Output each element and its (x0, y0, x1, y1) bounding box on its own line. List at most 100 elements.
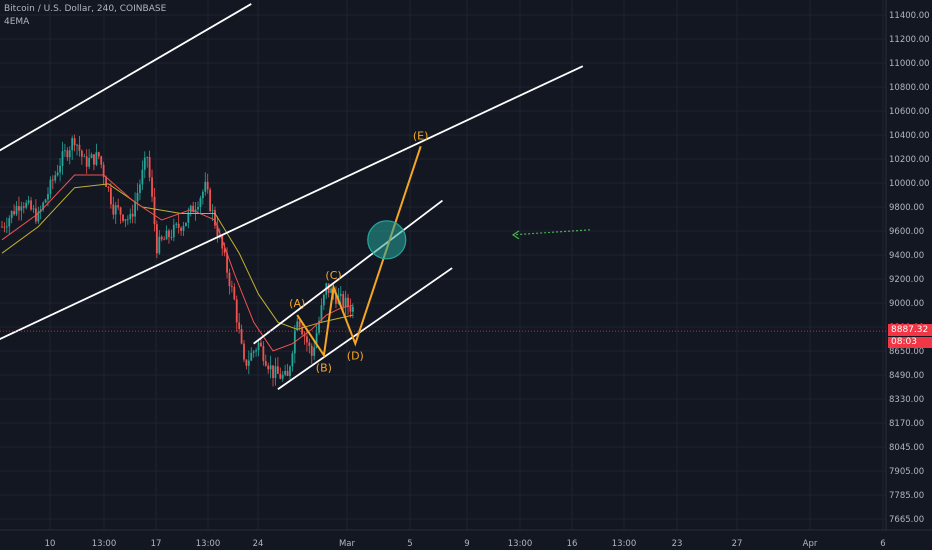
target-arrow-shaft[interactable] (512, 229, 591, 236)
candle-body (231, 286, 233, 287)
x-tick-label: 13:00 (196, 539, 221, 549)
candle-body (306, 336, 308, 343)
candle-body (25, 202, 28, 208)
candle-body (27, 200, 30, 203)
candle-body (245, 359, 248, 366)
candle-body (313, 347, 316, 356)
candle-body (141, 169, 144, 185)
candle-body (170, 237, 173, 238)
x-tick-label: 23 (672, 539, 683, 549)
y-tick-label: 10800.00 (889, 83, 930, 93)
candle-body (119, 207, 122, 215)
candle-body (44, 199, 47, 203)
candle-body (3, 226, 6, 228)
candle-body (153, 196, 156, 225)
candle-body (301, 327, 303, 335)
candle-body (276, 366, 279, 374)
candle-body (30, 200, 32, 210)
candle-body (107, 186, 110, 188)
candle-body (269, 365, 272, 370)
x-tick-label: 6 (880, 539, 885, 549)
outer-channel-lower[interactable] (0, 65, 584, 344)
candle-body (221, 235, 224, 249)
candle-body (247, 360, 250, 366)
candle-body (8, 218, 11, 227)
y-tick-label: 7785.00 (889, 491, 924, 501)
x-tick-label: 24 (253, 539, 264, 549)
candle-body (235, 299, 238, 323)
candle-body (110, 187, 112, 205)
candle-body (51, 179, 54, 181)
candle-body (260, 342, 262, 347)
candle-body (255, 350, 257, 352)
candle-body (151, 177, 153, 197)
x-tick-label: 5 (407, 539, 412, 549)
candle-body (37, 211, 40, 222)
candle-body (54, 175, 57, 181)
target-arrow-head (511, 230, 520, 240)
candle-body (59, 165, 61, 173)
candle-body (155, 224, 158, 254)
candle-body (310, 345, 313, 356)
y-tick-label: 10400.00 (889, 131, 930, 141)
wave-label: (E) (413, 129, 429, 142)
candle-body (112, 204, 115, 215)
candle-body (201, 191, 204, 199)
candle-body (80, 150, 83, 157)
x-tick-label: 13:00 (612, 539, 637, 549)
candle-body (318, 320, 320, 333)
candle-body (182, 226, 185, 231)
wave-label: (B) (316, 361, 332, 374)
candle-body (322, 294, 325, 306)
target-zone-circle[interactable] (367, 220, 407, 260)
candle-body (233, 286, 236, 300)
candle-body (20, 206, 23, 211)
y-tick-label: 8170.00 (889, 419, 924, 429)
candle-body (56, 172, 59, 176)
x-tick-label: Apr (803, 539, 818, 549)
y-tick-label: 11400.00 (889, 11, 930, 21)
candle-body (102, 164, 105, 178)
inner-channel-upper[interactable] (253, 199, 443, 345)
x-tick-label: 13:00 (92, 539, 117, 549)
candle-body (214, 210, 216, 226)
candle-body (187, 212, 190, 223)
x-tick-label: 17 (151, 539, 162, 549)
candle-body (211, 210, 214, 212)
candle-body (209, 189, 212, 212)
candle-body (49, 179, 52, 195)
y-tick-label: 11200.00 (889, 35, 930, 45)
candle-body (189, 205, 192, 213)
inner-channel-lower[interactable] (277, 267, 453, 390)
candle-body (71, 138, 74, 151)
candle-body (134, 201, 136, 217)
candle-body (216, 225, 219, 237)
candle-body (206, 181, 209, 190)
candle-body (47, 194, 49, 200)
candle-body (76, 144, 78, 146)
candle-body (136, 192, 139, 202)
y-tick-label: 10200.00 (889, 155, 930, 165)
candle-body (252, 351, 255, 353)
candle-body (143, 157, 146, 170)
x-tick-label: 27 (732, 539, 743, 549)
candle-body (226, 252, 228, 273)
candle-body (185, 222, 187, 227)
x-tick-label: 16 (567, 539, 578, 549)
candle-body (291, 353, 294, 367)
y-tick-label: 7905.00 (889, 467, 924, 477)
x-tick-label: Mar (339, 539, 356, 549)
candle-body (100, 156, 103, 165)
outer-channel-upper[interactable] (0, 3, 252, 156)
candle-body (148, 157, 151, 178)
candle-body (10, 211, 13, 219)
indicator-label[interactable]: 4EMA (4, 17, 30, 27)
candle-body (93, 154, 95, 165)
candle-body (177, 223, 180, 228)
candle-body (250, 352, 253, 361)
symbol-title: Bitcoin / U.S. Dollar, 240, COINBASE (4, 4, 167, 14)
wave-projection-line[interactable] (296, 145, 422, 359)
candle-body (327, 283, 330, 293)
